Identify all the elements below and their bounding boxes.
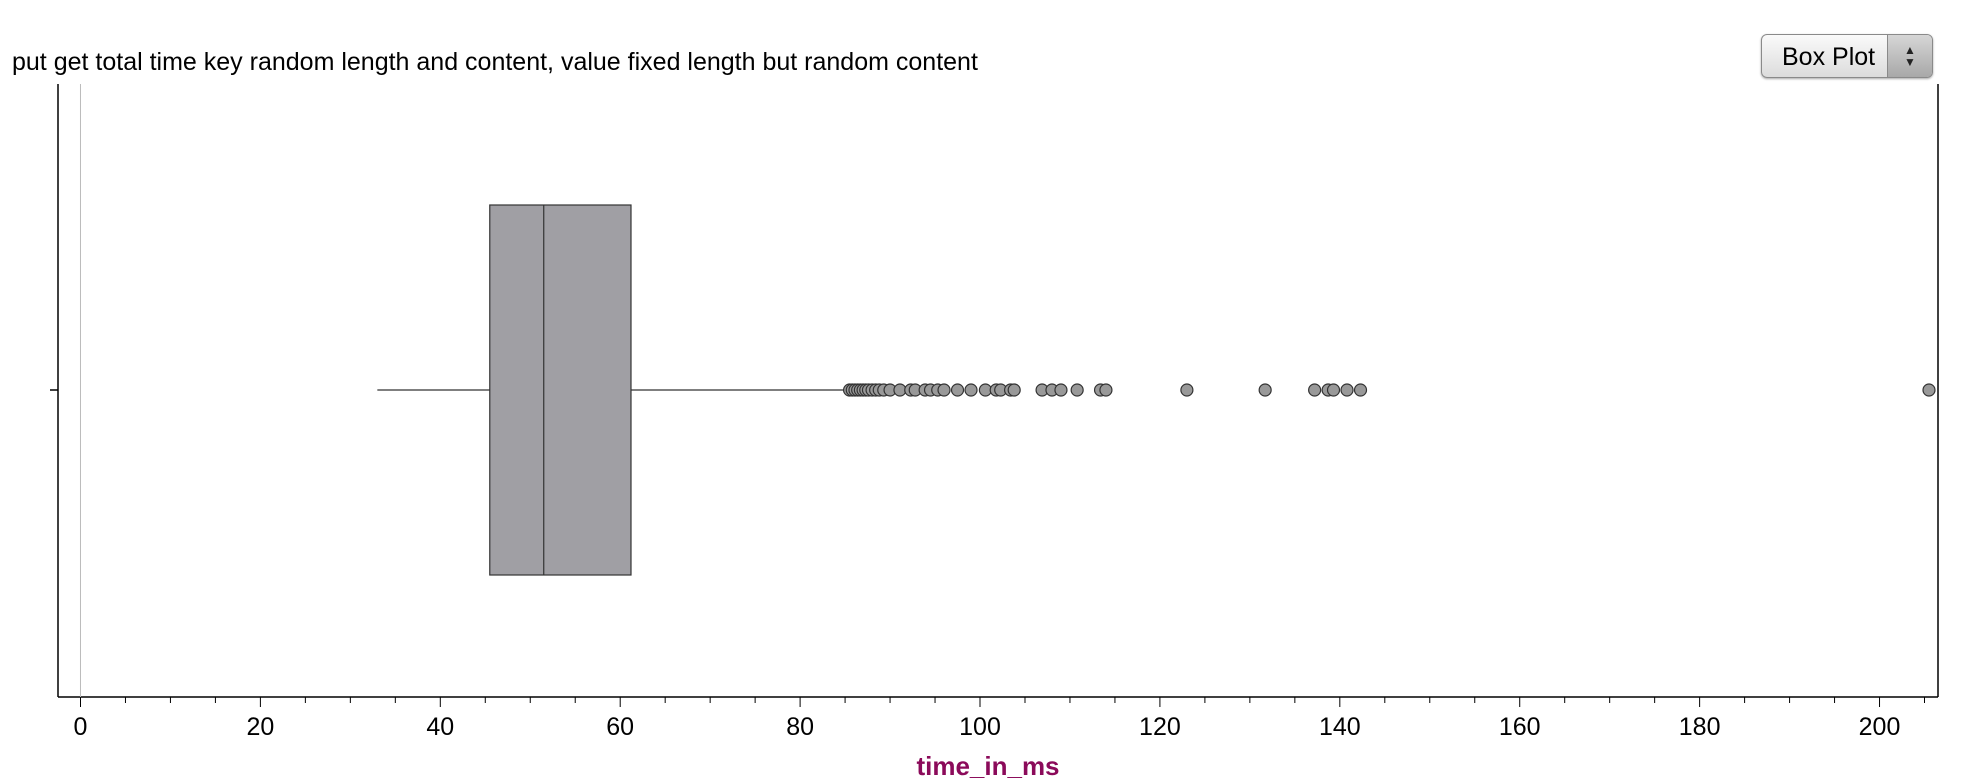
x-tick-label: 120 [1139, 713, 1181, 741]
x-tick-label: 100 [959, 713, 1001, 741]
x-tick-label: 60 [606, 713, 634, 741]
interquartile-box [489, 204, 632, 576]
box-plot [377, 204, 848, 576]
x-tick-label: 40 [426, 713, 454, 741]
outlier-point [1007, 383, 1021, 397]
outlier-point [1326, 383, 1341, 397]
x-tick-label: 20 [246, 713, 274, 741]
chart-axes [50, 84, 1939, 698]
up-down-arrows-icon[interactable]: ▲ ▼ [1887, 35, 1932, 77]
x-axis-ticks: 0 20 40 60 80 100 120 140 160 180 200 [74, 697, 1926, 741]
chart-title: put get total time key random length and… [12, 48, 978, 76]
x-axis-label: time_in_ms [916, 751, 1059, 781]
x-tick-label: 160 [1499, 713, 1541, 741]
outlier-point [937, 383, 951, 397]
x-tick-label: 180 [1679, 713, 1721, 741]
outlier-point [1070, 383, 1084, 397]
outlier-point [1180, 383, 1194, 397]
x-tick-label: 80 [786, 713, 814, 741]
x-tick-label: 200 [1859, 713, 1901, 741]
x-tick-label: 140 [1319, 713, 1361, 741]
outlier-point [1054, 383, 1068, 397]
plot-type-select[interactable]: Box Plot ▲ ▼ [1761, 34, 1933, 78]
outlier-point [1922, 383, 1936, 397]
outlier-points [842, 383, 1936, 397]
plot-type-select-label: Box Plot [1782, 43, 1876, 71]
outlier-point [950, 383, 965, 397]
x-tick-label: 0 [74, 713, 88, 741]
outlier-point [1099, 383, 1113, 397]
outlier-point [964, 383, 978, 397]
outlier-point [1258, 383, 1272, 397]
outlier-point [1340, 383, 1354, 397]
outlier-point [1308, 383, 1322, 397]
outlier-point [1353, 383, 1368, 397]
